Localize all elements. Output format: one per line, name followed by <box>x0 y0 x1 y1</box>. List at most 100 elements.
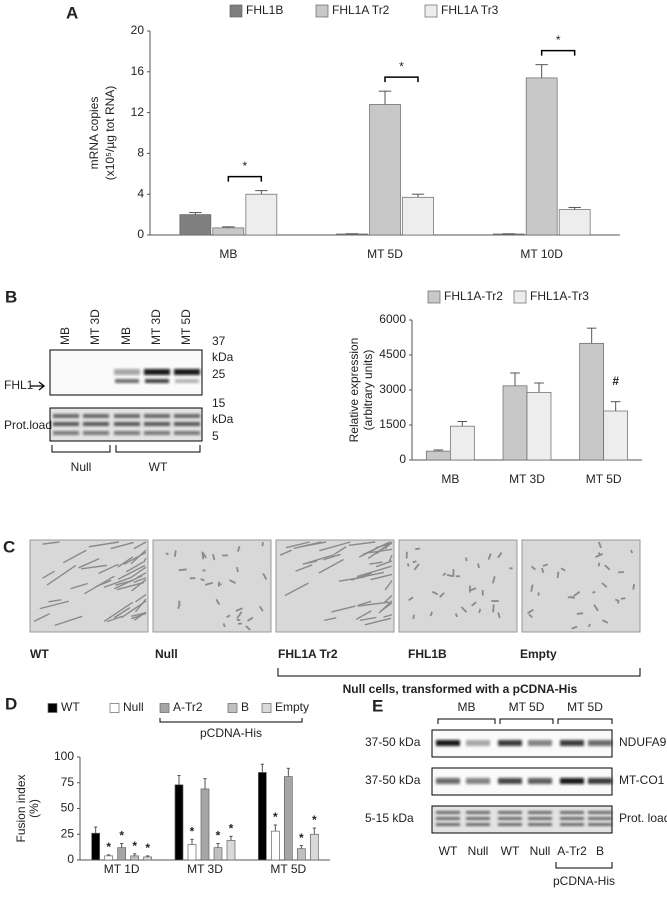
cell <box>247 616 254 622</box>
cell <box>359 616 377 621</box>
blot-band <box>436 811 460 814</box>
row-label: Prot. load <box>619 811 667 825</box>
blot-band <box>144 422 170 426</box>
cell <box>83 575 115 595</box>
group-bracket <box>51 445 111 453</box>
x-tick-label: MT 10D <box>520 247 563 261</box>
blot-band <box>560 823 584 826</box>
blot-band <box>174 422 200 426</box>
legend-swatch <box>227 703 238 713</box>
cell <box>415 547 421 551</box>
cell <box>259 605 264 612</box>
blot-band <box>588 823 612 826</box>
annotation: * <box>190 825 195 839</box>
cell <box>464 557 468 562</box>
legend-group-label: pCDNA-His <box>200 726 262 740</box>
blot-band <box>144 369 170 375</box>
cell <box>323 553 341 561</box>
cell <box>408 596 414 602</box>
panel-label: D <box>5 694 17 713</box>
lane-label: A-Tr2 <box>557 844 587 858</box>
annotation: * <box>273 810 278 824</box>
y-tick-label: 3000 <box>379 382 406 396</box>
legend-label: FHL1A-Tr2 <box>444 289 503 303</box>
cell <box>478 608 482 614</box>
cell <box>113 606 131 619</box>
cell <box>601 619 609 624</box>
legend-label: Empty <box>275 700 309 714</box>
blot-band <box>528 817 552 820</box>
caption: FHL1A Tr2 <box>278 647 338 661</box>
y-tick-label: 25 <box>61 826 75 840</box>
cell <box>378 600 393 614</box>
cell <box>42 541 60 545</box>
bar <box>91 832 101 861</box>
bar <box>245 193 278 236</box>
group-label: MT 5D <box>567 700 603 714</box>
cell <box>413 563 420 571</box>
legend-label: FHL1B <box>246 3 283 17</box>
cell <box>88 541 119 548</box>
blot-band <box>560 817 584 820</box>
cell <box>528 613 533 619</box>
blot-band <box>498 740 522 746</box>
size-label: 37-50 kDa <box>365 773 421 787</box>
blot-band <box>466 817 490 820</box>
legend-swatch <box>261 703 272 713</box>
cell <box>121 600 147 619</box>
bar <box>296 848 306 861</box>
group-bracket <box>499 718 554 724</box>
cell <box>571 625 578 630</box>
x-tick-label: MT 3D <box>187 862 223 876</box>
x-tick-label: MT 3D <box>509 472 545 486</box>
cell <box>375 560 393 568</box>
y-tick-label: 8 <box>137 146 144 160</box>
blot-band <box>53 422 79 426</box>
y-tick-label: 6000 <box>379 312 406 326</box>
cell <box>542 563 549 567</box>
bar <box>213 847 223 861</box>
cell <box>431 590 439 596</box>
legend-swatch <box>424 4 438 18</box>
blot-band <box>174 431 200 435</box>
group-label: Null <box>71 460 92 474</box>
size-label: 5-15 kDa <box>365 811 414 825</box>
x-tick-label: MT 5D <box>586 472 622 486</box>
group-label: MB <box>458 700 476 714</box>
legend-swatch <box>427 290 441 304</box>
cell <box>212 554 216 561</box>
cell <box>477 563 480 569</box>
blot-band <box>560 778 584 784</box>
cell <box>572 590 581 598</box>
cell <box>130 611 147 618</box>
legend-label: FHL1A-Tr3 <box>530 289 589 303</box>
cell <box>318 558 344 574</box>
cell <box>357 600 372 607</box>
group-bracket <box>277 668 641 677</box>
cell <box>592 590 596 594</box>
cell <box>178 568 187 572</box>
cell <box>412 614 415 620</box>
cell <box>133 541 147 550</box>
cell <box>236 611 243 619</box>
cell <box>46 564 77 586</box>
x-tick-label: MT 5D <box>367 247 403 261</box>
cell <box>369 561 383 565</box>
cell <box>173 550 177 557</box>
cell <box>595 552 604 558</box>
cell <box>617 600 620 604</box>
cell <box>355 610 372 621</box>
cell <box>454 613 458 618</box>
cell <box>48 599 62 603</box>
y-tick-label: 0 <box>399 452 406 466</box>
annotation: * <box>556 33 561 47</box>
cell <box>375 542 393 549</box>
bar <box>558 209 591 236</box>
cell <box>632 583 636 590</box>
y-tick-label: 1500 <box>379 417 406 431</box>
band-label: FHL1 <box>4 378 34 392</box>
group-label: WT <box>149 460 168 474</box>
bar <box>369 104 401 236</box>
cell <box>70 582 88 590</box>
